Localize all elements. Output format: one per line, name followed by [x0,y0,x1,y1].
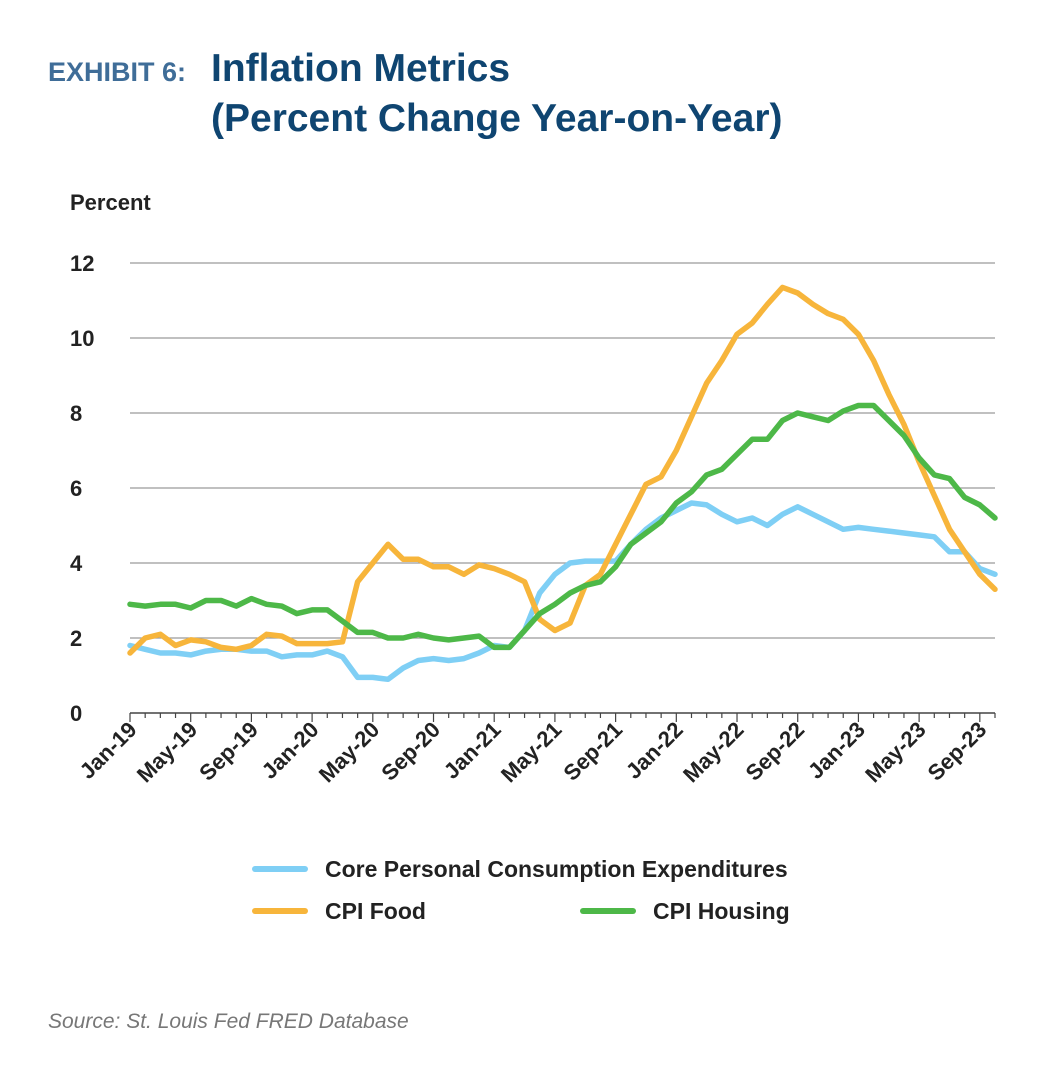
y-tick-label: 0 [70,701,82,726]
x-tick-label: Sep-22 [741,717,810,786]
x-tick-label: May-19 [132,717,202,787]
x-tick-label: Sep-19 [194,717,263,786]
legend: Core Personal Consumption Expenditures CP… [252,856,790,924]
series-line-core-personal-consumption-expenditures [127,500,998,683]
exhibit-label: EXHIBIT 6: [48,57,187,87]
x-tick-label: Sep-23 [923,717,992,786]
legend-label: CPI Housing [653,898,790,924]
source-note: Source: St. Louis Fed FRED Database [48,1010,409,1033]
series-line-cpi-food [127,284,998,656]
x-tick-label: Sep-21 [558,717,627,786]
y-axis-ticks: 0 2 4 6 8 10 12 [70,251,94,726]
y-tick-label: 6 [70,476,82,501]
title-line-2: (Percent Change Year-on-Year) [211,97,783,140]
x-tick-label: May-20 [314,717,384,787]
chart-title: EXHIBIT 6: Inflation Metrics (Percent Ch… [48,44,782,144]
x-tick-label: Jan-21 [439,717,506,784]
legend-label: Core Personal Consumption Expenditures [325,856,788,882]
y-tick-label: 12 [70,251,94,276]
x-tick-label: Jan-20 [257,717,324,784]
x-tick-label: Jan-22 [621,717,688,784]
series-line-cpi-housing [127,402,998,651]
y-tick-label: 10 [70,326,94,351]
x-tick-label: May-21 [496,717,566,787]
x-axis: Jan-19May-19Sep-19Jan-20May-20Sep-20Jan-… [75,712,996,787]
y-axis-label: Percent [70,190,151,215]
x-tick-label: May-22 [678,717,748,787]
series-lines [127,284,998,683]
y-tick-label: 4 [70,551,83,576]
x-tick-label: Jan-19 [75,717,142,784]
x-tick-label: Sep-20 [376,717,445,786]
y-tick-label: 8 [70,401,82,426]
y-tick-label: 2 [70,626,82,651]
gridlines [130,262,995,639]
x-tick-label: Jan-23 [803,717,870,784]
legend-label: CPI Food [325,898,426,924]
x-tick-label: May-23 [860,717,930,787]
title-line-1: Inflation Metrics [211,47,511,90]
